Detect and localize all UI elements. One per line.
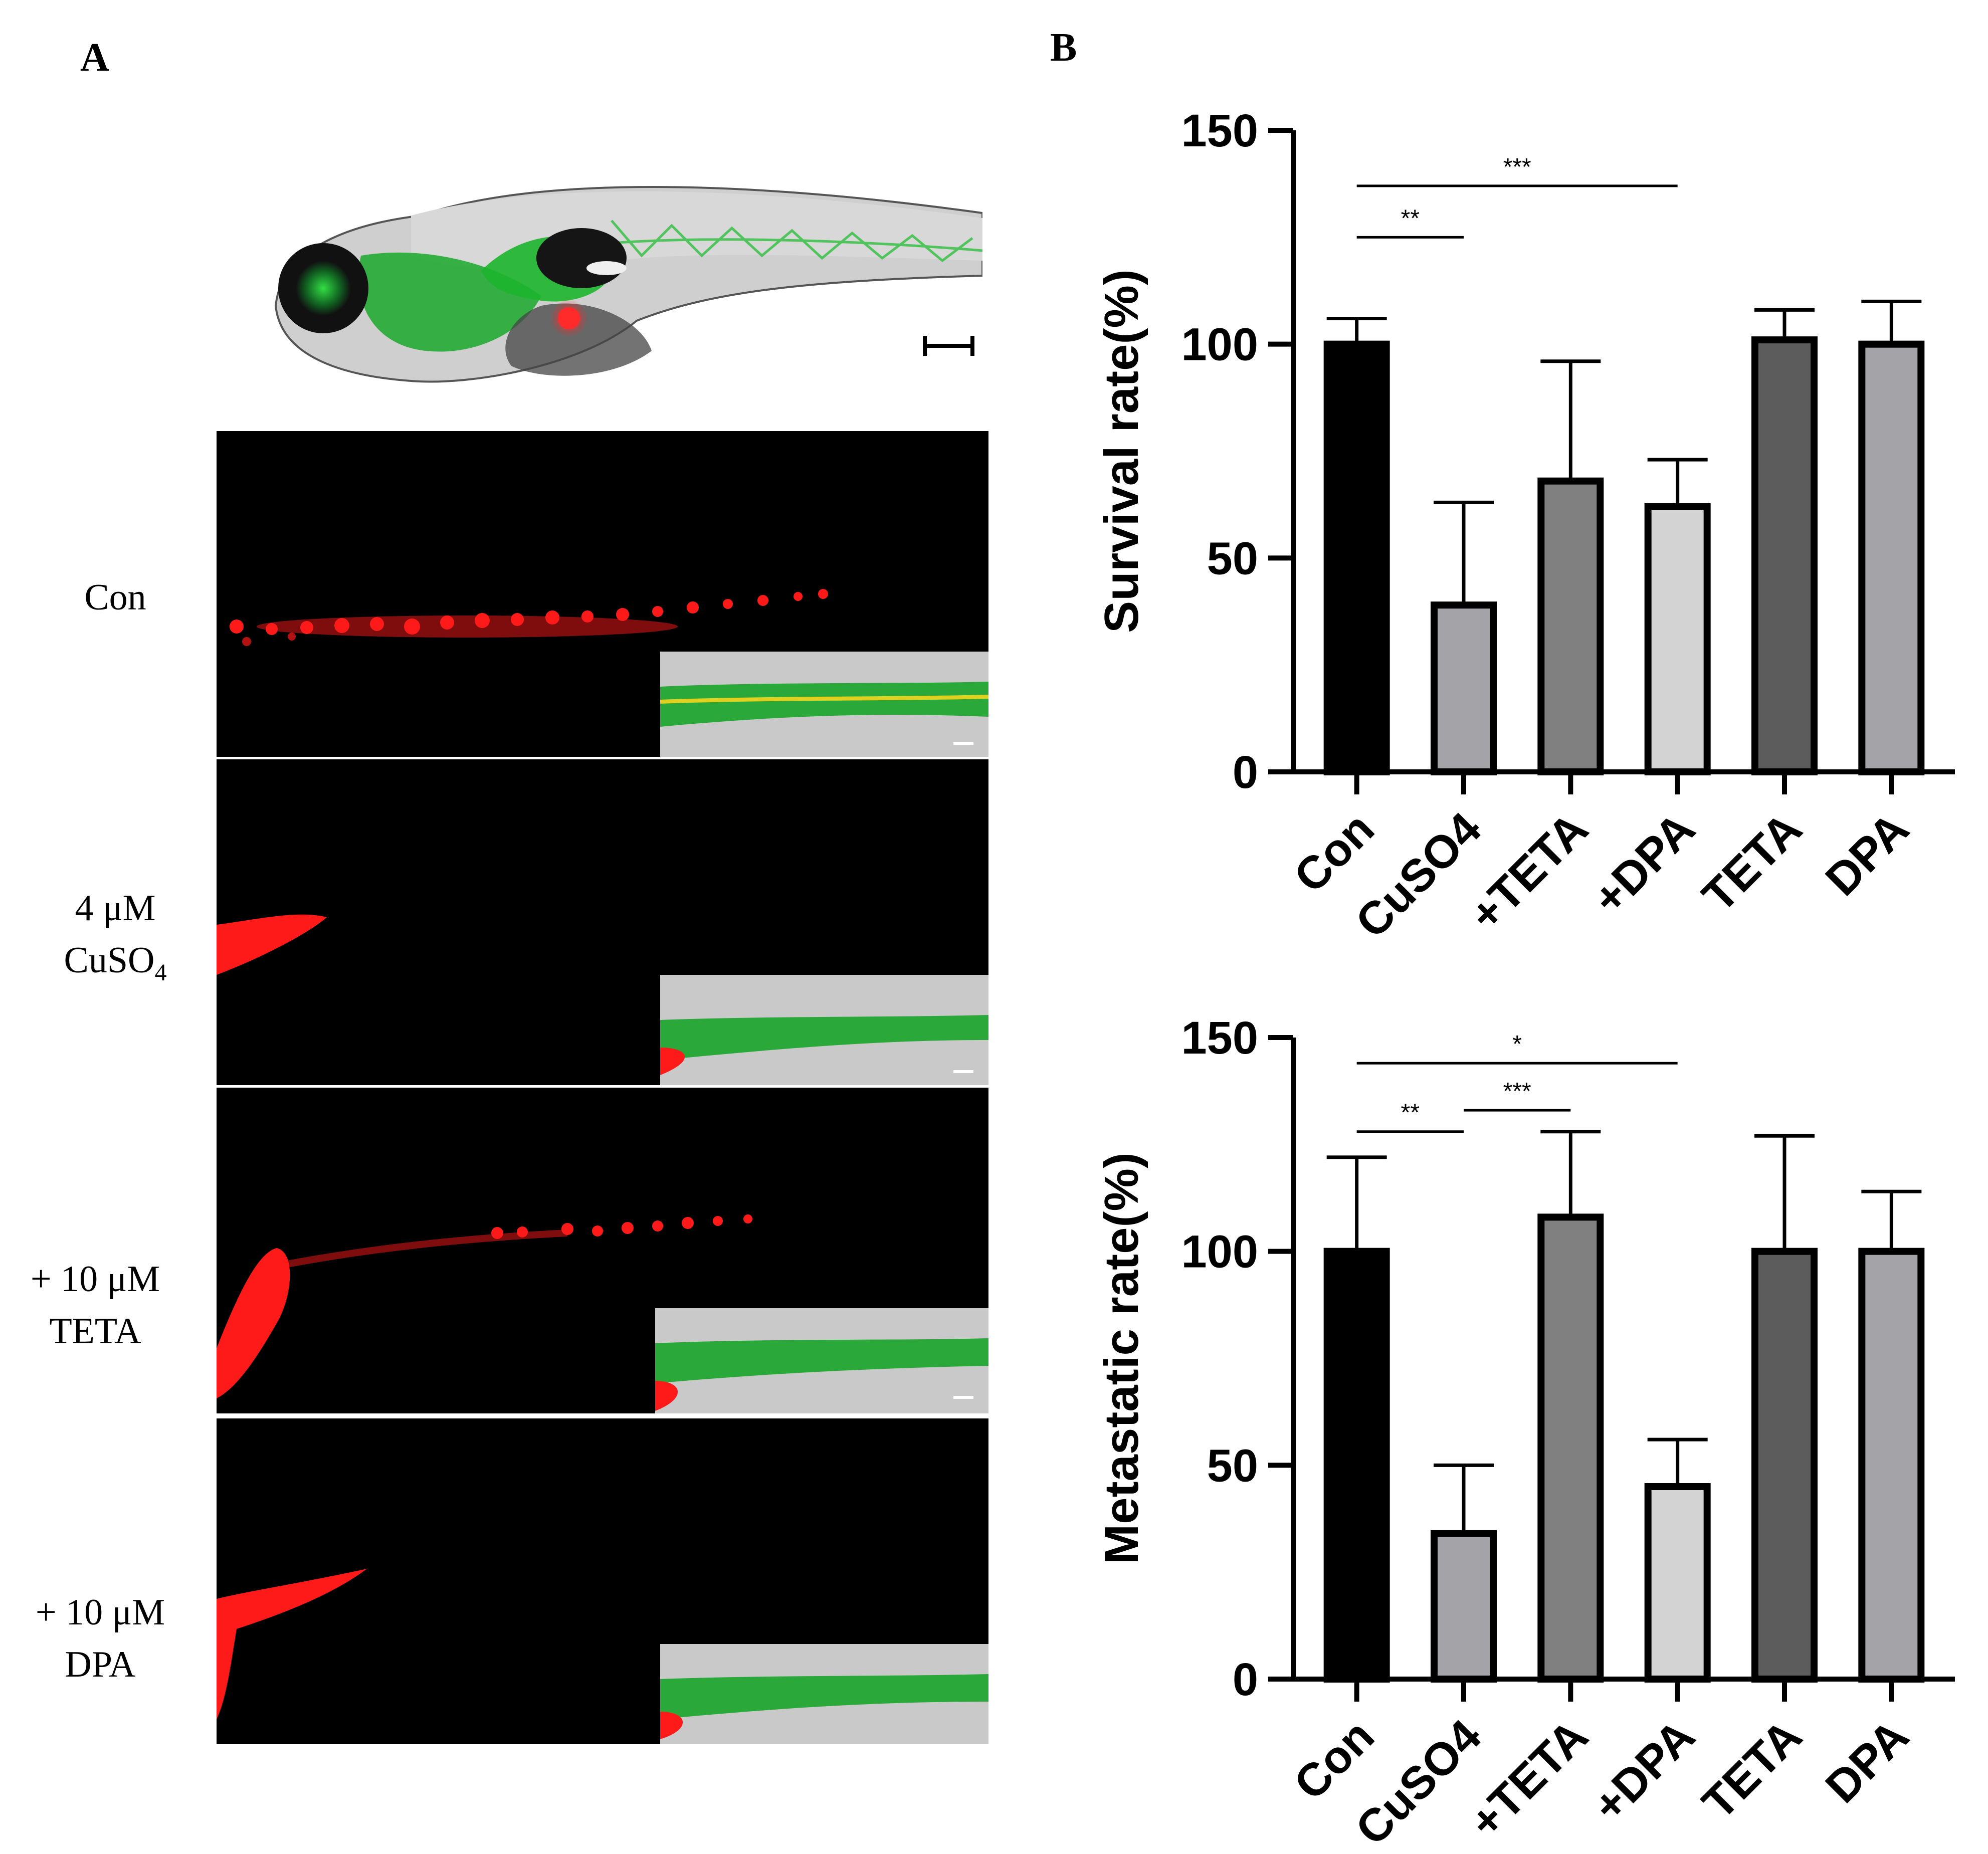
row-label-line1: + 10 μM (35, 1592, 165, 1633)
bar-dpa (1644, 503, 1711, 775)
row-label-line2: CuSO4 (20, 934, 211, 999)
bar-dpa (1858, 1248, 1925, 1683)
y-tick-label: 100 (1181, 319, 1259, 370)
y-tick-label: 100 (1181, 1226, 1259, 1278)
zebrafish-overview-image (274, 185, 982, 383)
bar-con (1323, 1248, 1390, 1683)
bar-dpa (1644, 1483, 1711, 1683)
significance-label: ** (1401, 205, 1420, 232)
fluorescence-image-teta (217, 1088, 988, 1413)
significance-label: ** (1401, 1100, 1420, 1126)
significance-label: *** (1503, 154, 1531, 180)
row-label-subscript: 4 (154, 959, 167, 986)
bar-cuso4 (1431, 1530, 1497, 1683)
x-tick-label: +TETA (1460, 803, 1598, 941)
bar-teta (1537, 477, 1604, 775)
bar-teta (1751, 336, 1818, 775)
scale-bar (923, 336, 974, 356)
panel-label-a: A (80, 36, 109, 80)
x-tick-label: +TETA (1460, 1710, 1598, 1844)
bar-teta (1537, 1213, 1604, 1683)
row-label-dpa: + 10 μM DPA (5, 1586, 195, 1691)
y-tick-label: 0 (1233, 1654, 1258, 1705)
x-tick-label: Con (1284, 803, 1384, 903)
x-tick-label: TETA (1693, 803, 1812, 922)
fluorescence-image-dpa (217, 1418, 988, 1744)
row-label-con: Con (20, 571, 211, 624)
row-label-line1: + 10 μM (30, 1259, 160, 1300)
row-label-line2-text: CuSO (64, 940, 155, 981)
x-tick-label: +DPA (1583, 1710, 1705, 1832)
fluorescence-image-cuso4 (217, 759, 988, 1085)
bar-dpa (1858, 340, 1925, 775)
significance-label: * (1512, 1031, 1522, 1058)
y-axis-title: Survival rate(%) (1095, 269, 1148, 633)
row-label-cuso4: 4 μM CuSO4 (20, 882, 211, 999)
bar-teta (1751, 1248, 1818, 1683)
bar-con (1323, 340, 1390, 775)
row-label-teta: + 10 μM TETA (0, 1253, 190, 1357)
bar-cuso4 (1431, 601, 1497, 775)
x-tick-label: +DPA (1583, 803, 1705, 925)
x-tick-label: TETA (1693, 1710, 1812, 1829)
y-axis-title: Metastatic rate(%) (1095, 1152, 1148, 1564)
x-tick-label: Con (1284, 1710, 1384, 1810)
y-tick-label: 50 (1207, 1440, 1258, 1491)
panel-label-b: B (1050, 26, 1077, 70)
y-tick-label: 150 (1181, 1012, 1259, 1064)
row-label-line1: 4 μM (75, 888, 156, 929)
y-tick-label: 50 (1207, 533, 1258, 584)
y-tick-label: 150 (1181, 105, 1259, 156)
row-label-line1: Con (84, 577, 146, 618)
fluorescence-image-con (217, 431, 988, 757)
row-label-line2: DPA (65, 1644, 136, 1685)
x-tick-label: DPA (1816, 803, 1919, 906)
row-label-line2: TETA (49, 1311, 141, 1352)
x-tick-label: DPA (1816, 1710, 1919, 1813)
significance-label: *** (1503, 1078, 1531, 1105)
y-tick-label: 0 (1233, 747, 1258, 798)
